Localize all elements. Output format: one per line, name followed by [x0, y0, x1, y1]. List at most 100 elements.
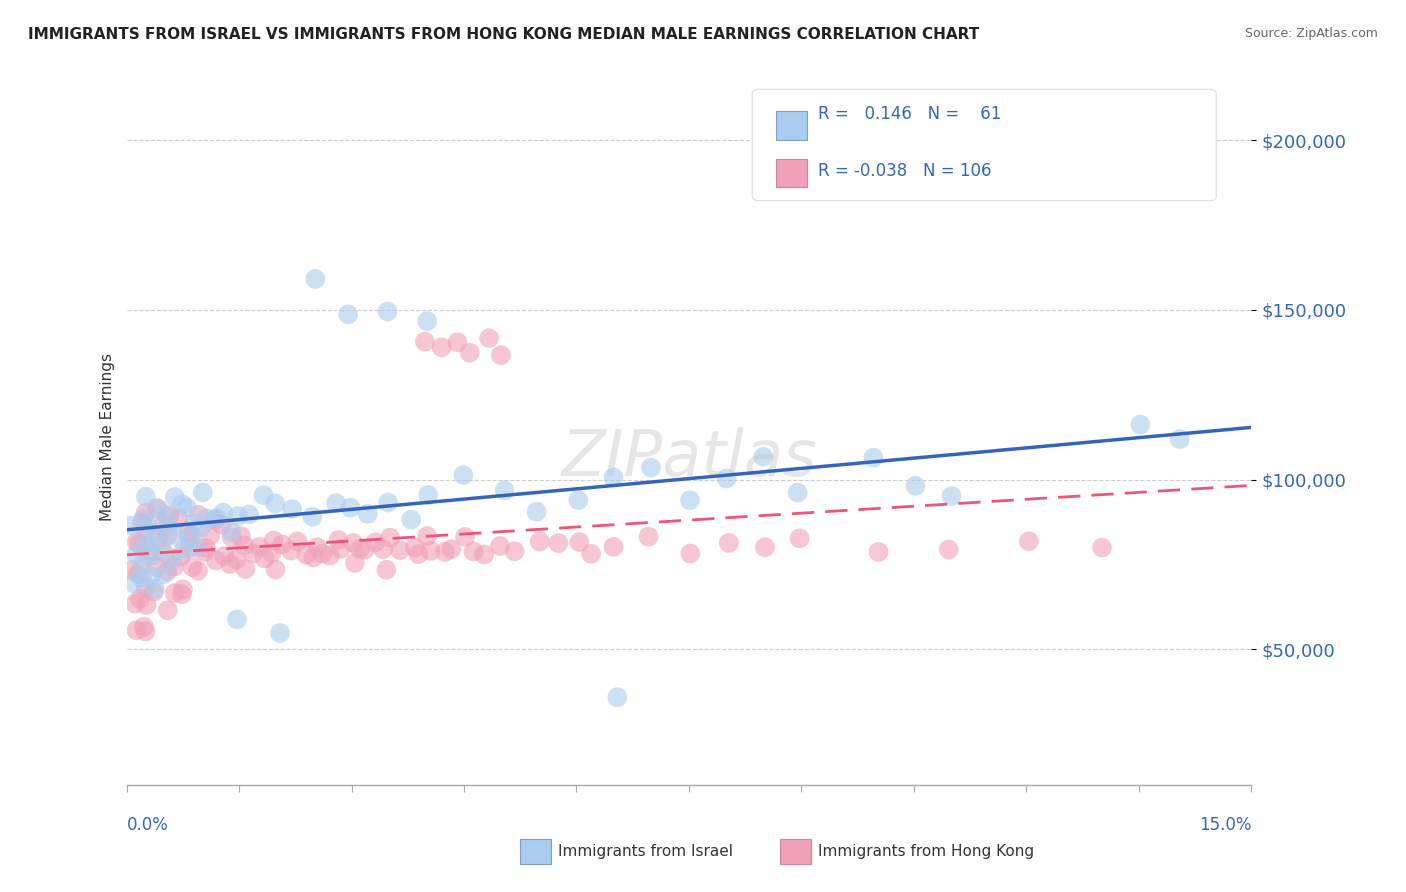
Point — [567, 493, 589, 508]
Point — [135, 581, 157, 595]
Point — [1129, 417, 1152, 432]
Point — [252, 488, 274, 502]
Point — [430, 340, 453, 354]
Point — [121, 563, 143, 577]
Point — [226, 612, 249, 626]
Point — [163, 586, 186, 600]
Point — [153, 546, 176, 560]
Point — [416, 529, 439, 543]
Point — [247, 540, 270, 554]
Point — [337, 307, 360, 321]
Point — [377, 304, 399, 318]
Point — [138, 542, 160, 557]
Point — [187, 564, 209, 578]
Point — [125, 624, 148, 638]
Point — [129, 591, 152, 606]
Y-axis label: Median Male Earnings: Median Male Earnings — [100, 353, 115, 521]
Point — [143, 582, 166, 596]
Point — [125, 548, 148, 562]
Point — [128, 537, 150, 551]
Point — [125, 535, 148, 549]
Point — [380, 531, 402, 545]
Point — [295, 548, 318, 562]
Point — [238, 508, 260, 522]
Point — [134, 536, 156, 550]
Point — [219, 557, 242, 571]
Point — [904, 479, 927, 493]
Text: 0.0%: 0.0% — [127, 816, 169, 834]
Point — [307, 541, 329, 555]
Point — [329, 541, 352, 556]
Point — [120, 518, 142, 533]
Point — [212, 549, 235, 563]
Point — [194, 545, 217, 559]
Point — [264, 497, 287, 511]
Point — [156, 565, 179, 579]
Point — [458, 345, 481, 359]
Point — [301, 509, 323, 524]
Point — [640, 460, 662, 475]
Point — [463, 544, 485, 558]
Point — [343, 556, 366, 570]
Point — [454, 530, 477, 544]
Point — [134, 624, 156, 639]
Point — [132, 511, 155, 525]
Point — [489, 348, 512, 362]
Point — [606, 690, 628, 705]
Point — [200, 528, 222, 542]
Point — [868, 545, 890, 559]
Point — [375, 563, 398, 577]
Point — [233, 538, 256, 552]
Point — [146, 533, 169, 547]
Point — [602, 470, 624, 484]
Text: Immigrants from Israel: Immigrants from Israel — [558, 845, 733, 859]
Point — [304, 272, 326, 286]
Point — [260, 546, 283, 560]
Point — [679, 493, 702, 508]
Point — [204, 513, 226, 527]
Point — [150, 536, 173, 550]
Point — [235, 562, 257, 576]
Point — [413, 334, 436, 349]
Point — [408, 547, 430, 561]
Point — [205, 511, 228, 525]
Point — [135, 598, 157, 612]
Point — [547, 536, 569, 550]
Point — [269, 626, 291, 640]
Point — [453, 468, 475, 483]
Point — [637, 530, 659, 544]
Text: Immigrants from Hong Kong: Immigrants from Hong Kong — [818, 845, 1035, 859]
Point — [181, 560, 204, 574]
Point — [281, 502, 304, 516]
Point — [152, 567, 174, 582]
Point — [354, 542, 377, 557]
Point — [124, 597, 146, 611]
Point — [342, 536, 364, 550]
Point — [170, 587, 193, 601]
Point — [285, 534, 308, 549]
Point — [503, 544, 526, 558]
Point — [191, 485, 214, 500]
Point — [172, 582, 194, 597]
Point — [163, 559, 186, 574]
Point — [205, 553, 228, 567]
Text: R = -0.038   N = 106: R = -0.038 N = 106 — [818, 161, 991, 179]
Point — [142, 584, 165, 599]
Point — [716, 471, 738, 485]
Point — [489, 539, 512, 553]
Point — [752, 450, 775, 464]
Point — [134, 523, 156, 537]
Point — [135, 506, 157, 520]
Point — [494, 483, 516, 498]
Point — [446, 335, 468, 350]
Point — [131, 571, 153, 585]
Point — [602, 540, 624, 554]
Point — [371, 542, 394, 557]
Point — [142, 549, 165, 563]
Point — [181, 528, 204, 542]
Point — [145, 528, 167, 542]
Point — [941, 489, 963, 503]
Point — [176, 500, 198, 515]
Text: R =   0.146   N =    61: R = 0.146 N = 61 — [818, 105, 1001, 123]
Point — [221, 525, 243, 540]
